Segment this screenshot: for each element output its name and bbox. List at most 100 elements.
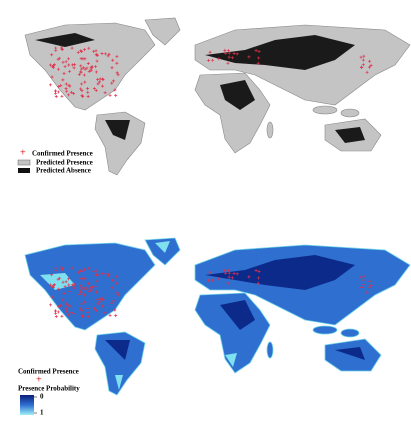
presence-cross <box>76 50 80 54</box>
presence-cross <box>94 65 98 69</box>
presence-cross <box>67 83 71 87</box>
presence-cross <box>53 89 57 93</box>
presence-cross <box>111 58 115 62</box>
presence-cross <box>101 84 105 88</box>
presence-cross <box>226 281 230 285</box>
presence-cross <box>60 268 64 272</box>
presence-cross <box>94 308 98 312</box>
presence-cross <box>86 282 90 286</box>
top-legend: + Confirmed Presence Predicted Presence … <box>17 147 93 175</box>
presence-cross <box>232 272 236 276</box>
presence-cross <box>85 66 89 70</box>
presence-cross <box>97 300 101 304</box>
presence-cross <box>86 314 90 318</box>
presence-cross <box>94 285 98 289</box>
legend-label: Confirmed Presence <box>32 150 93 158</box>
presence-cross <box>60 314 64 318</box>
presence-cross <box>108 93 112 97</box>
presence-cross <box>92 86 96 90</box>
presence-cross <box>361 58 365 62</box>
presence-cross <box>254 268 258 272</box>
presence-cross <box>57 85 61 89</box>
scale-tick-label: 0 <box>40 393 44 401</box>
presence-cross <box>50 273 54 277</box>
presence-cross <box>79 284 83 288</box>
presence-cross <box>113 308 117 312</box>
presence-cross <box>70 46 74 50</box>
predicted-map <box>24 17 411 176</box>
presence-cross <box>360 285 364 289</box>
presence-cross <box>67 63 71 67</box>
legend-label: Presence Probability <box>18 385 80 393</box>
presence-cross <box>69 310 73 314</box>
presence-cross <box>81 57 85 61</box>
presence-cross <box>62 291 66 295</box>
presence-cross <box>217 277 221 281</box>
cross-symbol: + <box>36 374 42 385</box>
presence-cross <box>108 313 112 317</box>
presence-cross <box>67 303 71 307</box>
probability-map <box>24 237 411 396</box>
presence-cross <box>58 56 62 60</box>
presence-cross <box>111 278 115 282</box>
presence-cross <box>56 90 60 94</box>
bottom-legend: Confirmed Presence + Presence Probabilit… <box>18 368 80 417</box>
presence-cross <box>96 77 100 81</box>
presence-cross <box>67 93 71 97</box>
presence-cross <box>56 287 60 291</box>
presence-cross <box>115 54 119 58</box>
presence-cross <box>83 287 87 291</box>
presence-cross <box>71 63 75 67</box>
presence-cross <box>257 49 261 53</box>
presence-cross <box>64 307 68 311</box>
presence-cross <box>72 66 76 70</box>
presence-cross <box>94 290 98 294</box>
presence-cross <box>79 307 83 311</box>
presence-cross <box>54 95 58 99</box>
presence-cross <box>226 48 230 52</box>
presence-cross <box>87 46 91 50</box>
presence-cross <box>106 54 110 58</box>
presence-cross <box>227 275 231 279</box>
presence-cross <box>95 53 99 57</box>
presence-cross <box>361 283 365 287</box>
presence-cross <box>83 80 87 84</box>
presence-cross <box>94 70 98 74</box>
presence-cross <box>86 310 90 314</box>
presence-cross <box>72 286 76 290</box>
presence-cross <box>110 301 114 305</box>
presence-cross <box>79 49 83 53</box>
presence-cross <box>68 69 72 73</box>
presence-cross <box>48 63 52 67</box>
presence-cross <box>227 51 231 55</box>
presence-cross <box>79 87 83 91</box>
presence-cross <box>106 274 110 278</box>
legend-swatch <box>17 159 31 166</box>
presence-cross <box>224 51 228 55</box>
presence-cross <box>92 306 96 310</box>
presence-cross <box>101 304 105 308</box>
presence-cross <box>98 297 102 301</box>
presence-cross <box>81 315 85 319</box>
presence-cross <box>207 278 211 282</box>
presence-cross <box>83 268 87 272</box>
presence-cross <box>110 66 114 70</box>
presence-cross <box>81 277 85 281</box>
presence-cross <box>223 48 227 52</box>
presence-cross <box>116 293 120 297</box>
presence-cross <box>63 285 67 289</box>
presence-cross <box>83 67 87 71</box>
presence-cross <box>103 272 107 276</box>
presence-cross <box>87 289 91 293</box>
presence-cross <box>49 83 53 87</box>
presence-cross <box>61 298 65 302</box>
presence-points <box>48 45 373 99</box>
presence-cross <box>226 268 230 272</box>
presence-cross <box>254 48 258 52</box>
presence-cross <box>83 48 87 52</box>
presence-cross <box>64 302 68 306</box>
presence-cross <box>111 299 115 303</box>
presence-cross <box>79 64 83 68</box>
presence-cross <box>208 270 212 274</box>
presence-cross <box>90 65 94 69</box>
